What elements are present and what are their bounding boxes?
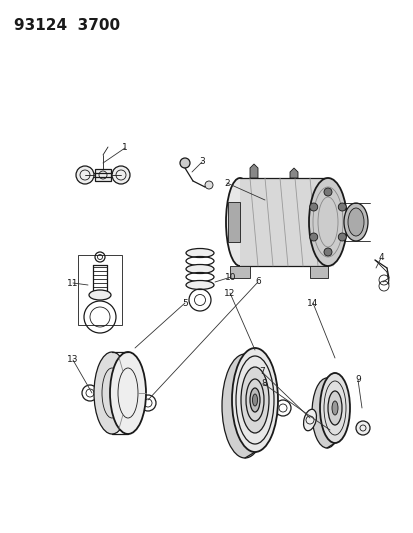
Circle shape [323,188,331,196]
Ellipse shape [303,409,316,431]
Ellipse shape [327,391,341,425]
Circle shape [355,421,369,435]
Ellipse shape [185,280,214,289]
Text: 14: 14 [306,298,318,308]
Ellipse shape [225,178,254,266]
Circle shape [309,233,317,241]
Ellipse shape [231,348,277,452]
Polygon shape [228,202,240,242]
Circle shape [322,421,336,435]
Text: 12: 12 [224,288,235,297]
Text: 10: 10 [225,272,236,281]
Text: 5: 5 [182,298,188,308]
Text: 93124  3700: 93124 3700 [14,18,120,33]
Text: 11: 11 [67,279,78,287]
Text: 3: 3 [199,157,204,166]
Ellipse shape [308,178,346,266]
Circle shape [204,181,212,189]
Text: 1: 1 [122,143,128,152]
Text: 2: 2 [224,179,229,188]
Polygon shape [249,164,257,178]
Ellipse shape [94,352,130,434]
Ellipse shape [343,203,367,241]
Ellipse shape [185,264,214,273]
Ellipse shape [240,367,268,433]
Ellipse shape [221,354,267,458]
Text: 9: 9 [354,376,360,384]
Polygon shape [309,266,327,278]
Ellipse shape [89,290,111,300]
Polygon shape [230,266,249,278]
Ellipse shape [185,248,214,257]
Ellipse shape [252,394,257,406]
Circle shape [337,203,345,211]
Circle shape [323,248,331,256]
Text: 13: 13 [67,356,78,365]
Polygon shape [289,168,297,178]
Polygon shape [95,169,111,181]
Text: 8: 8 [261,379,266,389]
Text: 6: 6 [254,278,260,287]
Ellipse shape [319,373,349,443]
Ellipse shape [311,378,341,448]
Circle shape [309,203,317,211]
Text: 4: 4 [377,254,383,262]
Circle shape [112,166,130,184]
Circle shape [337,233,345,241]
Text: 7: 7 [259,367,264,376]
Ellipse shape [110,352,146,434]
Ellipse shape [347,208,363,236]
Circle shape [180,158,190,168]
Ellipse shape [249,388,259,412]
Polygon shape [240,178,327,266]
Circle shape [76,166,94,184]
Ellipse shape [331,401,337,415]
Bar [78,255,122,325]
